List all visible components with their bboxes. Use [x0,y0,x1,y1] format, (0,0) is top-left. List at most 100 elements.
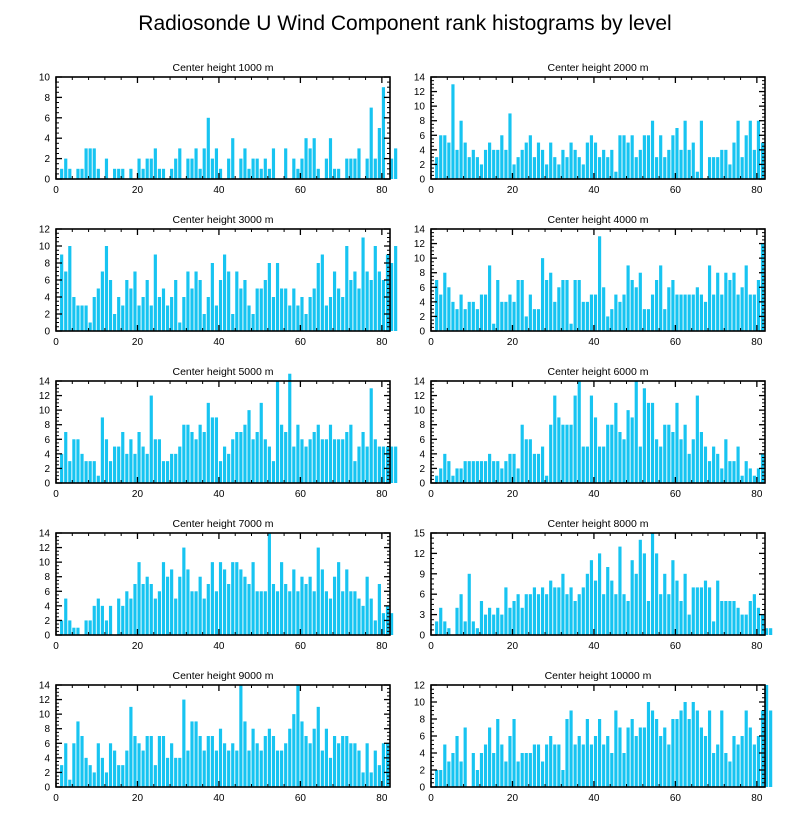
bar [483,149,488,179]
histogram-panel: Center height 8000 m 0 20 40 60 80 0 3 6 9 12 15 [414,518,773,652]
y-tick-label: 0 [419,327,425,338]
bar [622,294,626,331]
bar [206,117,210,179]
bar [231,138,235,179]
bar [80,168,84,179]
bar [64,271,68,331]
bar [394,446,398,483]
bar [381,446,386,483]
x-tick-label: 20 [132,793,144,804]
bar [394,148,398,179]
bar [516,157,520,179]
bar [459,120,463,179]
y-tick-label: 4 [419,749,425,760]
y-tick-label: 0 [44,175,50,186]
x-tick-label: 20 [507,337,519,348]
bar [606,736,610,787]
bar [545,594,549,635]
y-tick-label: 2 [44,464,50,475]
y-tick-label: 2 [419,464,425,475]
bar [182,297,186,331]
bar [492,149,496,179]
bar [561,770,565,787]
x-tick-label: 40 [588,489,600,500]
bar [765,685,769,787]
bar [108,605,113,635]
bar [178,446,182,483]
bar [524,142,528,179]
bar [500,468,504,483]
bar [679,710,683,787]
bar [365,271,369,331]
bar [308,297,312,331]
bar [304,138,308,179]
bar [695,287,699,331]
bar [655,157,659,179]
bar [650,533,655,635]
bar [308,439,312,483]
bar [218,461,223,483]
bar [650,120,655,179]
bar [589,135,594,179]
bar [736,446,740,483]
bar [488,265,492,331]
bar [373,246,377,331]
bar [443,272,447,331]
bar [646,309,651,331]
bar [117,765,121,787]
bar [231,562,235,635]
bar [210,263,214,331]
bar [589,560,594,635]
bar [117,297,121,331]
bar [500,614,504,635]
bar [328,138,333,179]
bar [496,461,500,483]
bar [145,453,149,483]
bar [271,461,276,483]
x-tick-label: 20 [507,185,519,196]
bar [92,605,96,635]
bar [707,587,712,635]
bar [312,728,316,787]
bar [341,591,345,635]
x-tick-label: 60 [295,793,307,804]
bar [267,263,271,331]
bar [312,138,316,179]
bar [251,562,255,635]
bar [259,750,263,787]
bar [716,272,720,331]
bar [239,569,243,635]
x-tick-label: 0 [428,489,434,500]
bar [577,594,581,635]
bar [589,744,594,787]
bar [182,547,186,635]
panel-title: Center height 9000 m [173,670,274,682]
bar [557,164,561,179]
y-tick-label: 15 [414,529,426,540]
bar [524,439,528,483]
bar [439,135,443,179]
bar [638,446,642,483]
bar [72,297,76,331]
x-tick-label: 40 [588,337,600,348]
bar [459,761,463,787]
bar [504,301,508,331]
bar [247,168,251,179]
bar [732,461,736,483]
x-tick-label: 20 [132,489,144,500]
bar [655,439,659,483]
bar [536,744,541,787]
bar [231,314,235,331]
y-tick-label: 0 [419,631,425,642]
bar [740,157,744,179]
y-tick-label: 2 [44,310,50,321]
bar [369,107,373,179]
bar [553,587,557,635]
x-tick-label: 0 [53,337,59,348]
bar [345,569,349,635]
bar [549,424,553,483]
bar [324,158,328,179]
bar [716,580,720,635]
bar [304,314,308,331]
y-tick-label: 6 [419,435,425,446]
